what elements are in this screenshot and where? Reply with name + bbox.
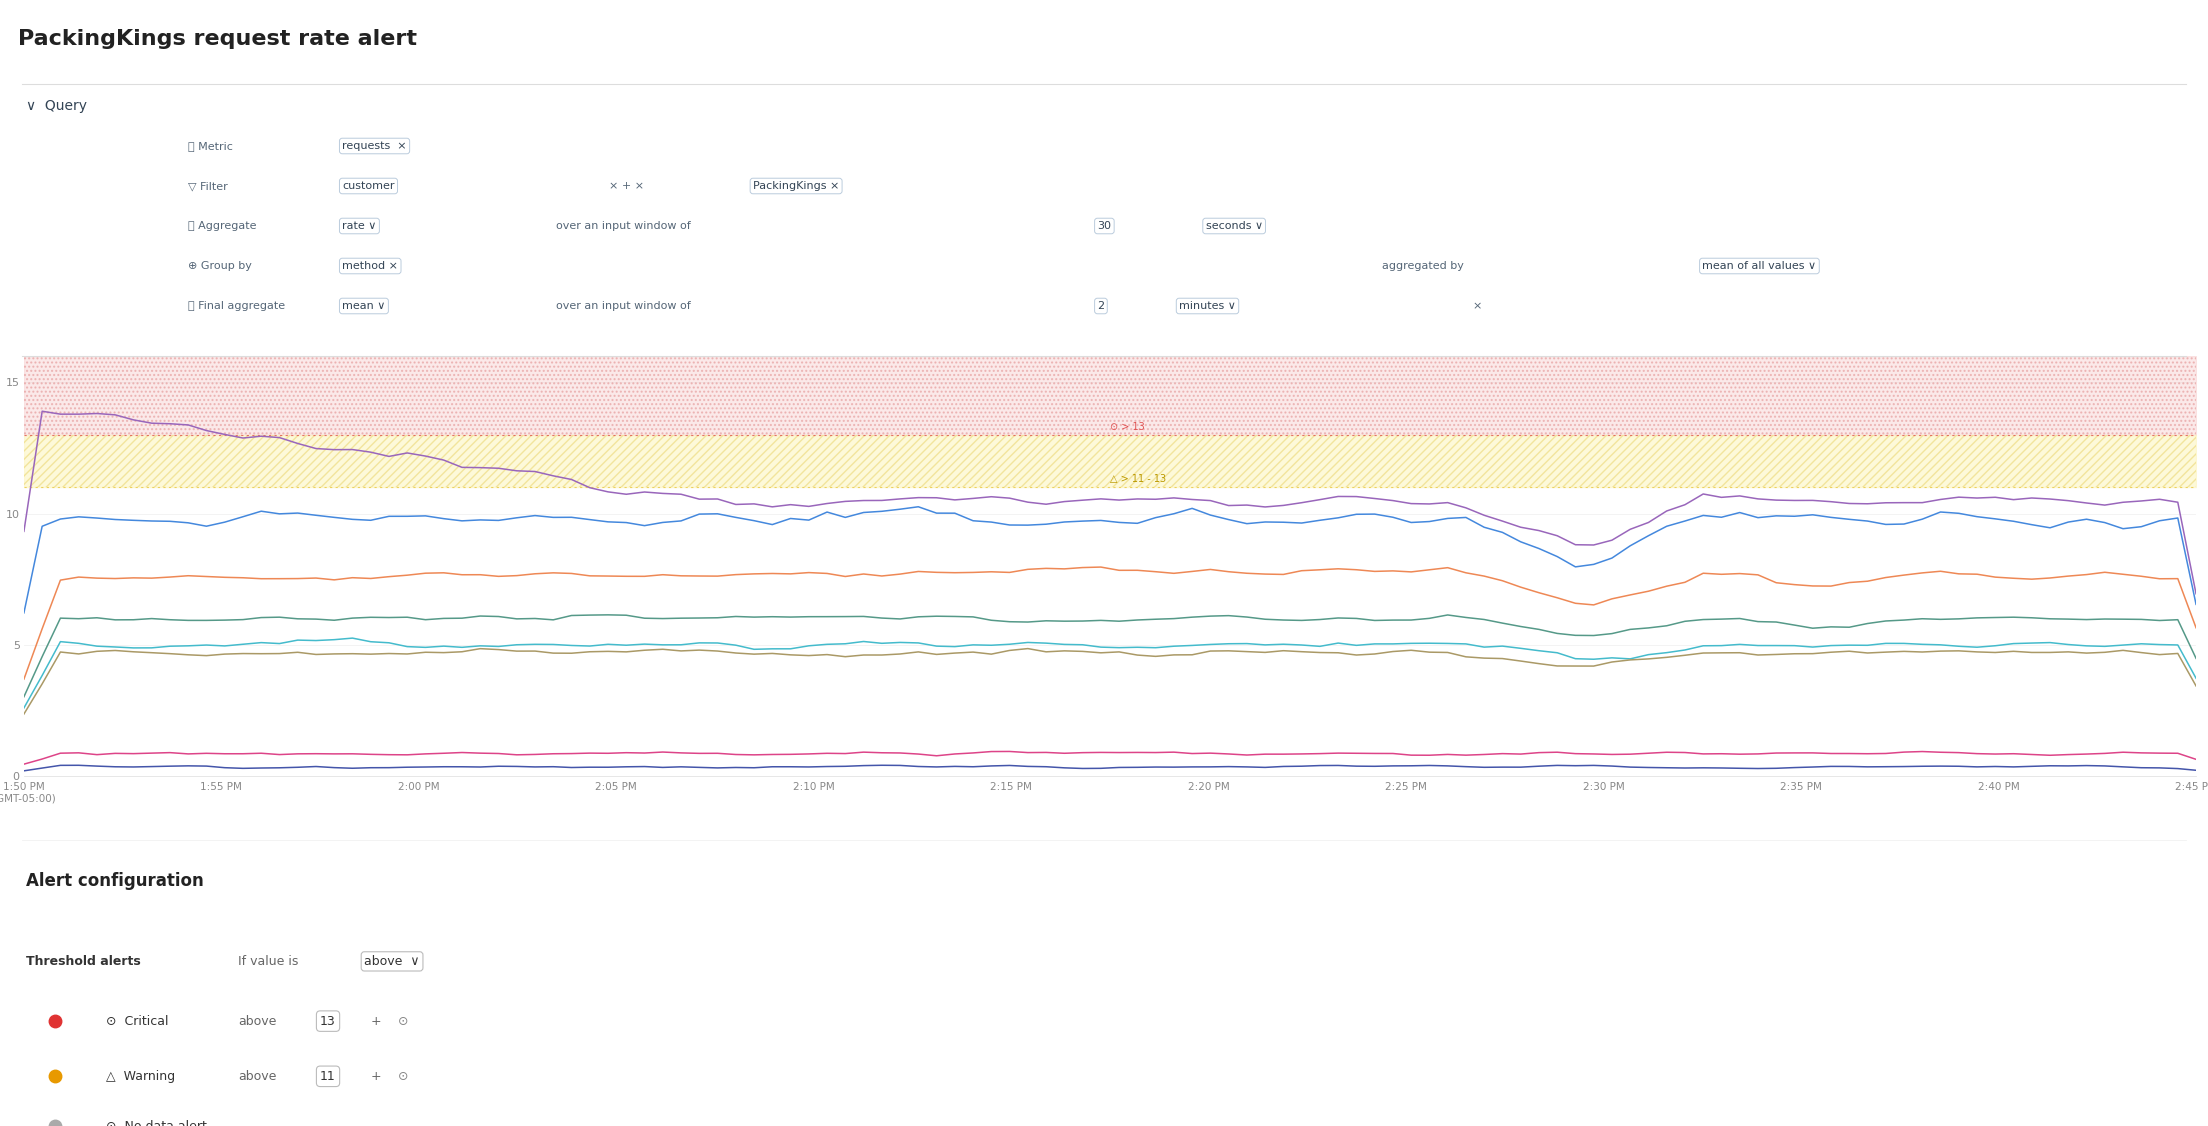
Text: 30: 30: [1097, 221, 1111, 231]
Text: ⊕ Group by: ⊕ Group by: [188, 261, 252, 271]
Text: 🔍 Metric: 🔍 Metric: [188, 141, 232, 151]
Text: requests  ×: requests ×: [342, 141, 406, 151]
Text: over an input window of: over an input window of: [556, 221, 691, 231]
Text: 11: 11: [320, 1070, 336, 1083]
Text: aggregated by: aggregated by: [1382, 261, 1464, 271]
Text: ⏱ Final aggregate: ⏱ Final aggregate: [188, 301, 285, 311]
Text: above: above: [238, 1015, 276, 1028]
Text: × + ×: × + ×: [609, 181, 645, 191]
Text: ⏱ Aggregate: ⏱ Aggregate: [188, 221, 256, 231]
Text: seconds ∨: seconds ∨: [1206, 221, 1263, 231]
Text: ⊙: ⊙: [397, 1015, 408, 1028]
Text: ▽ Filter: ▽ Filter: [188, 181, 227, 191]
Text: ⊙: ⊙: [397, 1070, 408, 1083]
Text: ∨  Query: ∨ Query: [26, 99, 88, 113]
Text: △  Warning: △ Warning: [106, 1070, 174, 1083]
Text: PackingKings request rate alert: PackingKings request rate alert: [18, 29, 417, 50]
Text: ⊙  Critical: ⊙ Critical: [106, 1015, 168, 1028]
Text: above: above: [238, 1070, 276, 1083]
Text: ×: ×: [1473, 301, 1482, 311]
Text: Alert configuration: Alert configuration: [26, 872, 205, 890]
Text: 2: 2: [1097, 301, 1104, 311]
Text: customer: customer: [342, 181, 395, 191]
Text: minutes ∨: minutes ∨: [1179, 301, 1236, 311]
Text: above  ∨: above ∨: [364, 955, 420, 968]
Text: △ > 11 - 13: △ > 11 - 13: [1111, 474, 1166, 484]
Text: mean ∨: mean ∨: [342, 301, 386, 311]
Text: +: +: [371, 1070, 382, 1083]
Text: mean of all values ∨: mean of all values ∨: [1702, 261, 1817, 271]
Text: PackingKings ×: PackingKings ×: [753, 181, 839, 191]
Text: If value is: If value is: [238, 955, 298, 968]
Text: method ×: method ×: [342, 261, 397, 271]
Text: Threshold alerts: Threshold alerts: [26, 955, 141, 968]
Text: ⊙ > 13: ⊙ > 13: [1111, 421, 1144, 431]
Text: 13: 13: [320, 1015, 336, 1028]
Text: +: +: [371, 1015, 382, 1028]
Text: ⊙  No data alert: ⊙ No data alert: [106, 1119, 208, 1126]
Text: rate ∨: rate ∨: [342, 221, 378, 231]
Text: over an input window of: over an input window of: [556, 301, 691, 311]
